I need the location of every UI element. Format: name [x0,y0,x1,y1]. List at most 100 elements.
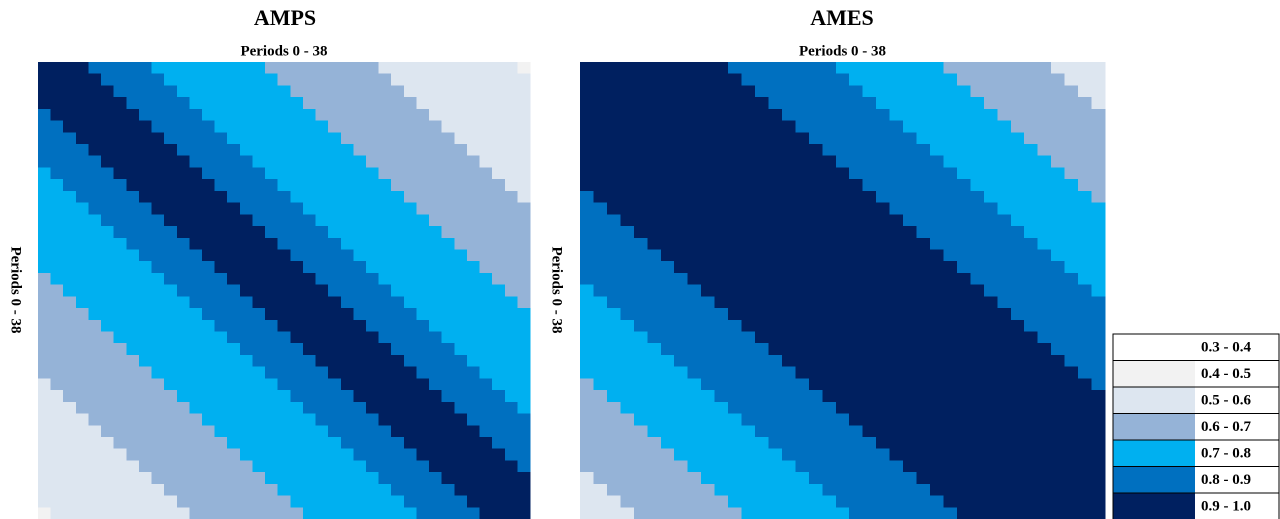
heatmap-cell [101,401,115,414]
heatmap-cell [176,413,190,426]
heatmap-cell [164,472,178,485]
heatmap-cell [366,472,380,485]
heatmap-cell [633,155,648,168]
heatmap-cell [38,237,52,250]
heatmap-cell [504,155,518,168]
heatmap-cell [466,190,480,204]
heatmap-cell [202,132,216,145]
heatmap-cell [151,507,165,519]
heatmap-cell [862,284,877,297]
heatmap-cell [647,179,662,192]
heatmap-cell [340,460,354,473]
heatmap-cell [290,331,304,344]
heatmap-cell [504,202,518,215]
heatmap-cell [164,108,178,121]
heatmap-cell [970,436,985,450]
heatmap-cell [101,436,115,450]
heatmap-cell [75,249,89,262]
heatmap-cell [265,272,279,286]
heatmap-cell [633,272,648,286]
heatmap-cell [1037,120,1052,133]
heatmap-cell [239,226,253,239]
heatmap-cell [416,62,430,75]
heatmap-cell [593,120,608,133]
heatmap-cell [101,448,115,461]
heatmap-cell [822,237,837,250]
heatmap-cell [849,378,864,391]
heatmap-cell [151,354,165,368]
heatmap-cell [441,319,455,332]
heatmap-cell [328,167,342,180]
heatmap-cell [101,132,115,145]
heatmap-cell [366,448,380,461]
heatmap-cell [781,366,796,379]
heatmap-cell [366,354,380,368]
heatmap-cell [781,483,796,496]
heatmap-cell [504,261,518,274]
heatmap-cell [674,284,689,297]
heatmap-cell [660,507,675,519]
heatmap-cell [714,226,729,239]
heatmap-cell [620,401,635,414]
heatmap-cell [202,120,216,133]
heatmap-cell [290,97,304,110]
heatmap-cell [593,448,608,461]
heatmap-cell [835,202,850,215]
heatmap-cell [416,319,430,332]
heatmap-cell [1078,226,1092,239]
heatmap-cell [164,73,178,86]
heatmap-cell [997,167,1012,180]
heatmap-cell [277,214,291,227]
heatmap-cell [849,272,864,286]
heatmap-cell [1024,62,1039,75]
heatmap-cell [943,179,958,192]
heatmap-cell [862,214,877,227]
heatmap-cell [1010,284,1025,297]
legend-swatch [1113,466,1195,493]
heatmap-cell [633,144,648,157]
heatmap-cell [795,108,810,121]
heatmap-cell [454,155,468,168]
heatmap-cell [290,73,304,86]
heatmap-cell [1024,132,1039,145]
heatmap-cell [1037,85,1052,98]
y-axis-label: Periods 0 - 38 [549,246,565,333]
heatmap-cell [714,167,729,180]
heatmap-cell [252,284,266,297]
heatmap-cell [1024,226,1039,239]
heatmap-cell [441,378,455,391]
heatmap-cell [403,190,417,204]
heatmap-cell [252,390,266,403]
heatmap-cell [714,85,729,98]
heatmap-cell [176,261,190,274]
heatmap-cell [101,331,115,344]
heatmap-cell [239,354,253,368]
heatmap-cell [997,202,1012,215]
heatmap-cell [930,272,944,286]
heatmap-cell [647,62,662,75]
heatmap-cell [189,167,203,180]
heatmap-cell [862,155,877,168]
heatmap-cell [633,73,648,86]
heatmap-cell [366,343,380,356]
heatmap-cell [214,343,228,356]
heatmap-cell [620,448,635,461]
heatmap-cell [849,120,864,133]
heatmap-cell [441,167,455,180]
heatmap-cell [113,144,127,157]
heatmap-cell [687,167,702,180]
heatmap-cell [315,472,329,485]
heatmap-cell [227,167,241,180]
heatmap-cell [101,202,115,215]
heatmap-cell [176,495,190,508]
heatmap-cell [63,507,77,519]
heatmap-cell [517,448,531,461]
heatmap-cell [889,296,904,309]
heatmap-cell [391,354,405,368]
heatmap-cell [862,354,877,368]
heatmap-cell [403,425,417,438]
heatmap-cell [795,331,810,344]
heatmap-cell [290,261,304,274]
heatmap-cell [633,390,648,403]
heatmap-cell [781,179,796,192]
